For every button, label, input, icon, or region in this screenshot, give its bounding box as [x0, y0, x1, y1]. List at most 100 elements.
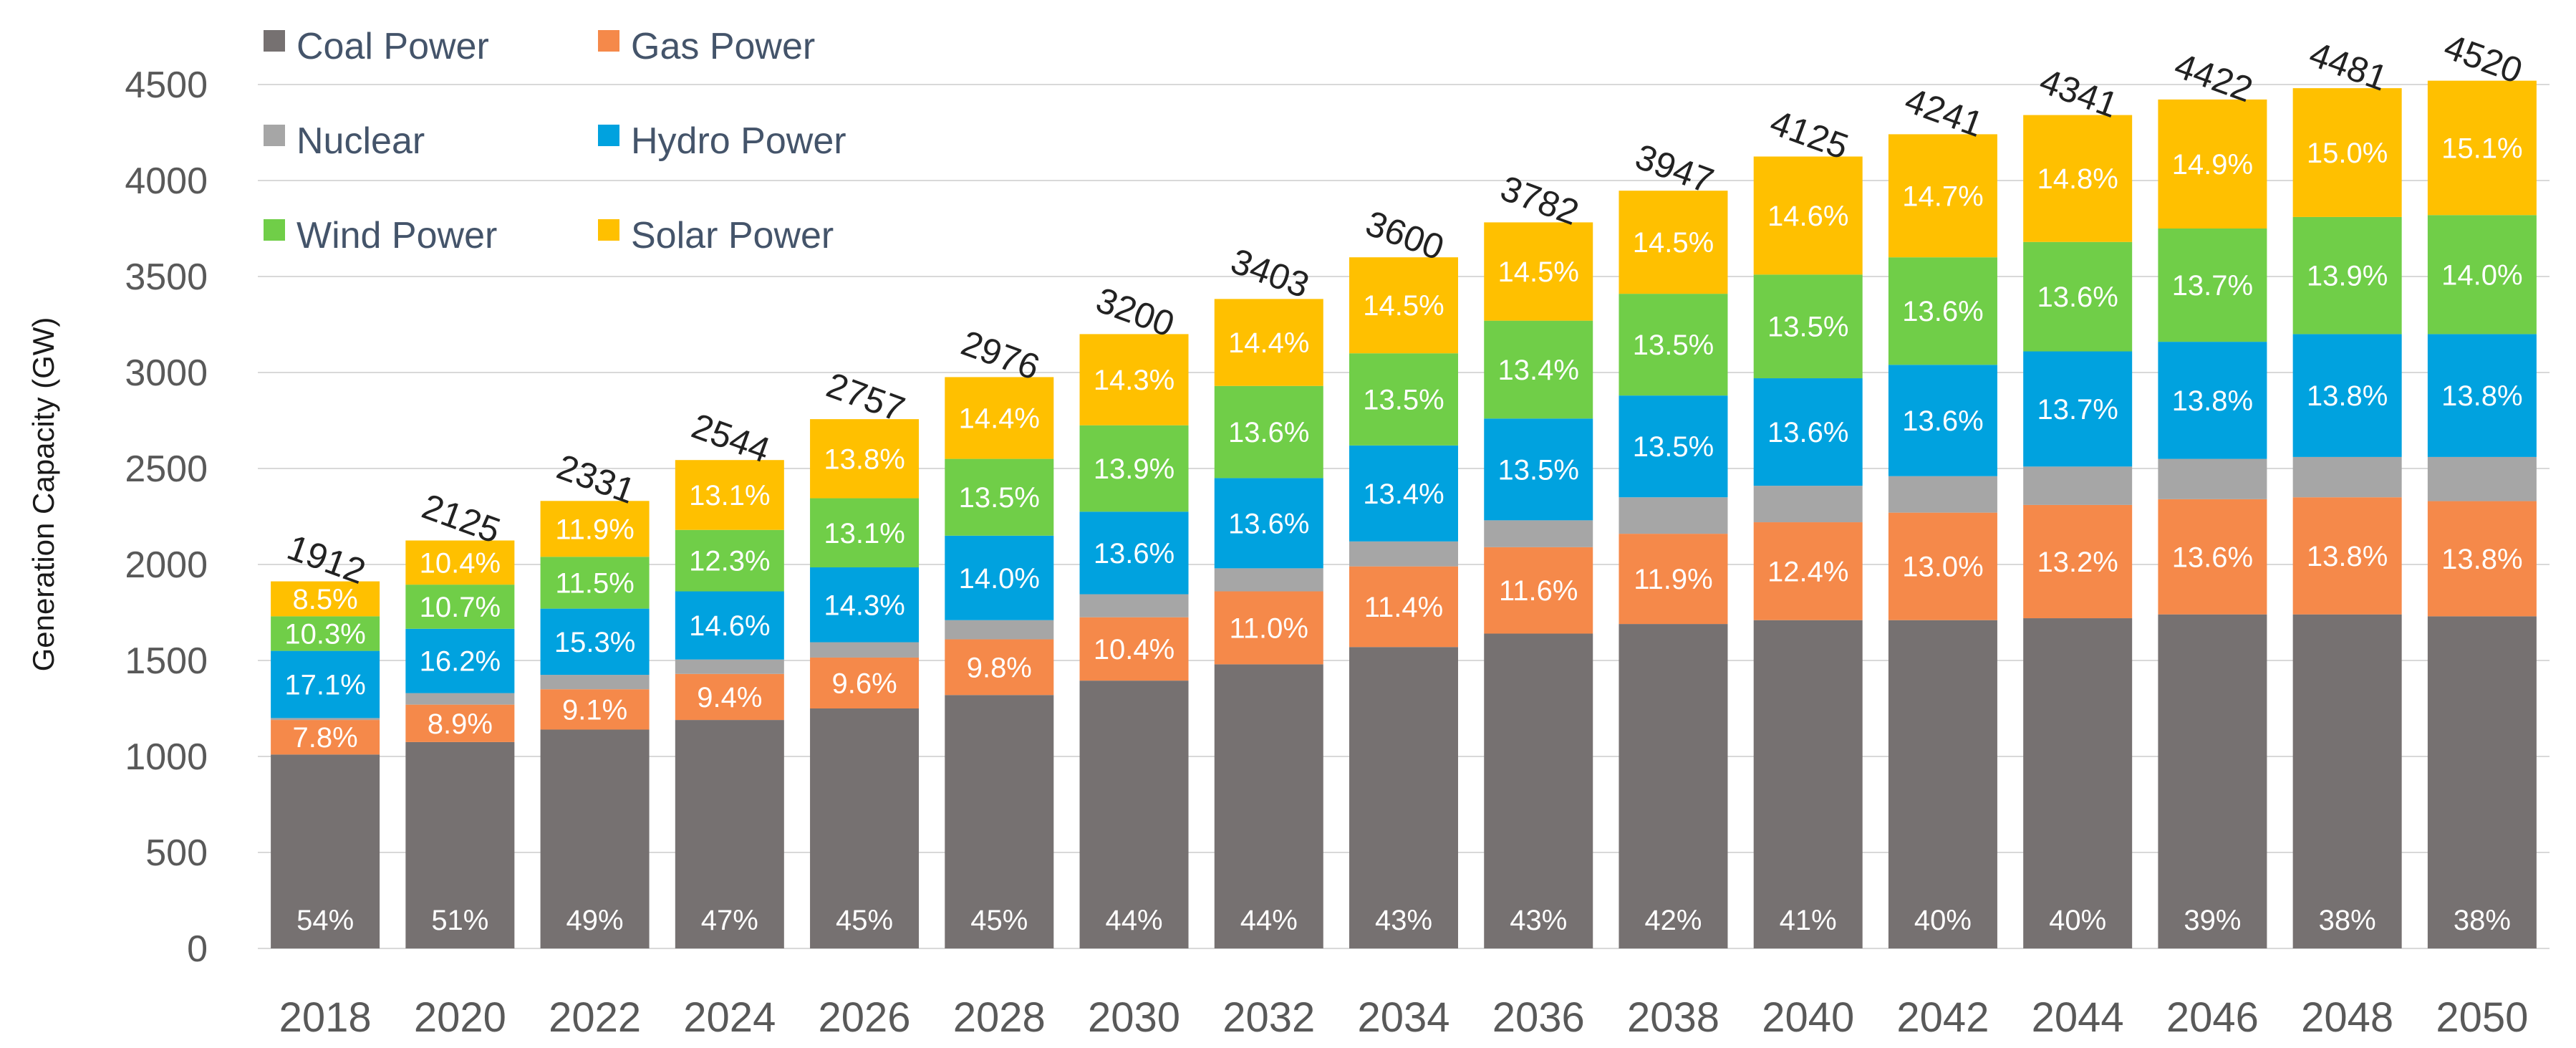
bar-segment-wind-power	[810, 498, 920, 568]
bar-segment-solar-power	[1888, 134, 1997, 258]
bar-segment-gas-power	[675, 673, 784, 721]
x-tick-label: 2044	[2032, 994, 2124, 1041]
x-tick-label: 2028	[953, 994, 1046, 1041]
bar-segment-wind-power	[1619, 294, 1728, 396]
segment-label: 43%	[1510, 905, 1567, 936]
bar-segment-coal-power	[2427, 616, 2537, 948]
segment-label: 13.6%	[1767, 417, 1848, 448]
bar-segment-coal-power	[405, 741, 515, 948]
y-tick-label: 3000	[125, 352, 208, 394]
legend-swatch	[598, 30, 619, 52]
bar-segment-hydro-power	[1349, 445, 1458, 542]
x-tick-label: 2020	[414, 994, 506, 1041]
bar-segment-coal-power	[2023, 618, 2133, 948]
bar-segment-solar-power	[1484, 222, 1593, 321]
x-tick-label: 2046	[2166, 994, 2259, 1041]
y-tick-label: 4500	[125, 64, 208, 106]
bar-segment-nuclear	[1619, 497, 1728, 534]
x-tick-label: 2042	[1896, 994, 1989, 1041]
bar-segment-nuclear	[675, 659, 784, 674]
bar-segment-wind-power	[1079, 425, 1189, 512]
segment-label: 13.9%	[1094, 453, 1174, 485]
segment-label: 13.6%	[1094, 538, 1174, 569]
bar-segment-nuclear	[1079, 594, 1189, 617]
bar-segment-wind-power	[405, 585, 515, 629]
bar-segment-wind-power	[2023, 241, 2133, 352]
bar-segment-coal-power	[945, 695, 1054, 948]
segment-label: 14.5%	[1498, 256, 1579, 288]
bar-segment-nuclear	[540, 675, 650, 690]
segment-label: 13.6%	[1902, 405, 1983, 437]
segment-label: 13.6%	[2172, 542, 2253, 573]
x-tick-label: 2032	[1222, 994, 1315, 1041]
segment-label: 11.4%	[1364, 592, 1443, 623]
segment-label: 12.3%	[689, 546, 770, 577]
segment-label: 13.6%	[2037, 282, 2118, 313]
segment-label: 14.6%	[689, 610, 770, 642]
bar-segment-wind-power	[945, 458, 1054, 536]
segment-label: 13.5%	[1498, 454, 1579, 486]
segment-label: 11.6%	[1499, 575, 1578, 607]
segment-label: 13.8%	[2172, 385, 2253, 417]
segment-label: 47%	[701, 905, 758, 936]
bar-segment-hydro-power	[1888, 365, 1997, 476]
segment-label: 13.8%	[2441, 544, 2522, 575]
segment-label: 13.5%	[1633, 330, 1714, 361]
segment-label: 14.0%	[2441, 259, 2522, 291]
segment-label: 49%	[566, 905, 624, 936]
x-tick-label: 2026	[819, 994, 911, 1041]
legend-label: Gas Power	[631, 26, 815, 67]
bar-segment-nuclear	[2158, 458, 2267, 499]
segment-label: 13.6%	[1902, 296, 1983, 327]
segment-label: 13.6%	[1228, 417, 1309, 448]
bar-segment-gas-power	[540, 689, 650, 730]
bar-segment-wind-power	[1753, 274, 1863, 379]
x-tick-label: 2024	[683, 994, 776, 1041]
x-tick-label: 2018	[279, 994, 372, 1041]
x-tick-label: 2022	[549, 994, 641, 1041]
legend: Coal Power Gas Power Nuclear Hydro Power Win…	[264, 26, 846, 256]
bar-segment-gas-power	[271, 720, 380, 755]
x-tick-label: 2048	[2301, 994, 2393, 1041]
bar-segment-coal-power	[1484, 633, 1593, 948]
bar-segment-hydro-power	[271, 650, 380, 718]
bar-segment-coal-power	[1349, 647, 1458, 948]
bar-segment-gas-power	[1214, 591, 1323, 665]
segment-label: 13.9%	[2307, 261, 2388, 292]
bar-segment-hydro-power	[2158, 342, 2267, 459]
bar-segment-coal-power	[271, 754, 380, 948]
bar-segment-coal-power	[1214, 664, 1323, 948]
segment-label: 9.8%	[967, 652, 1032, 683]
legend-label: Solar Power	[631, 215, 834, 256]
bar-segment-wind-power	[540, 557, 650, 609]
bar-segment-nuclear	[2023, 466, 2133, 505]
bar-segment-gas-power	[2023, 504, 2133, 619]
bar-segment-hydro-power	[1214, 478, 1323, 569]
segment-label: 14.4%	[959, 403, 1040, 435]
segment-label: 11.9%	[1634, 564, 1712, 595]
legend-swatch	[264, 30, 285, 52]
bar-segment-nuclear	[1484, 520, 1593, 547]
segment-label: 38%	[2319, 905, 2376, 936]
bar-segment-nuclear	[1888, 476, 1997, 513]
segment-label: 9.1%	[562, 694, 627, 726]
bar-segment-solar-power	[945, 377, 1054, 459]
bar-segment-hydro-power	[1484, 418, 1593, 521]
bar-segment-hydro-power	[1753, 378, 1863, 486]
bar-segment-wind-power	[1349, 353, 1458, 446]
bar-segment-gas-power	[1619, 534, 1728, 625]
bar-segment-gas-power	[2427, 501, 2537, 617]
x-tick-label: 2034	[1357, 994, 1449, 1041]
bar-segment-wind-power	[2292, 216, 2402, 335]
segment-label: 7.8%	[293, 722, 358, 754]
bar-segment-hydro-power	[1079, 511, 1189, 595]
segment-label: 15.3%	[554, 627, 635, 658]
bar-segment-gas-power	[1888, 512, 1997, 620]
segment-label: 14.6%	[1767, 201, 1848, 232]
legend-label: Nuclear	[296, 120, 425, 162]
segment-label: 9.4%	[697, 682, 762, 713]
legend-label: Wind Power	[296, 215, 497, 256]
segment-label: 10.4%	[1094, 634, 1174, 665]
bars	[271, 80, 2537, 948]
